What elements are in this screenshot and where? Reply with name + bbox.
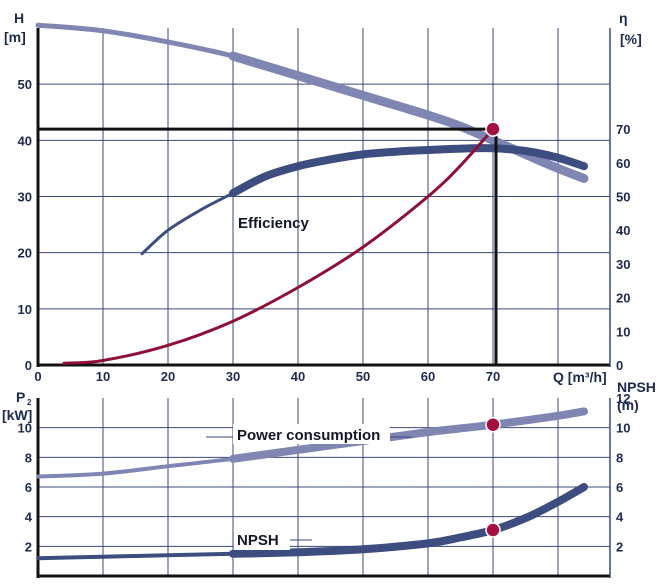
p2-tick-2: 2 — [25, 539, 32, 554]
power-label-bg — [233, 424, 390, 444]
duty-point-marker — [485, 121, 501, 137]
eta-tick-60: 60 — [616, 156, 630, 171]
tick-labels: 0 10 20 30 40 50 60 70 0 10 20 30 40 50 0 10 20 30 40 50 60 7… — [18, 77, 631, 554]
power-duty-marker — [485, 416, 501, 433]
npsh-axis-title: NPSH — [617, 379, 656, 395]
p2-tick-8: 8 — [25, 450, 32, 465]
duty-point-guides — [38, 127, 498, 365]
npsh-tick-6: 6 — [616, 480, 623, 495]
p2-axis-title: P — [16, 389, 25, 405]
efficiency-label: Efficiency — [238, 215, 310, 232]
p2-axis-subscript: 2 — [27, 398, 32, 407]
power-consumption-label: Power consumption — [237, 427, 380, 444]
npsh-tick-2: 2 — [616, 539, 623, 554]
p2-axis-unit: [kW] — [2, 407, 32, 423]
head-axis-title: H — [14, 10, 24, 26]
eta-tick-20: 20 — [616, 291, 630, 306]
eta-tick-40: 40 — [616, 223, 630, 238]
x-tick-0: 0 — [34, 369, 41, 384]
q-axis-title: Q [m³/h] — [553, 369, 607, 385]
duty-markers — [485, 121, 501, 538]
top-chart-grid — [38, 28, 610, 365]
eta-tick-10: 10 — [616, 324, 630, 339]
head-preferred-range — [228, 51, 589, 183]
npsh-preferred-range — [229, 483, 588, 558]
x-tick-40: 40 — [291, 369, 305, 384]
npsh-tick-12: 12 — [616, 391, 630, 406]
bottom-chart-grid — [38, 398, 610, 576]
efficiency-preferred-range — [229, 144, 588, 198]
npsh-label-group: NPSH — [234, 530, 312, 550]
x-tick-30: 30 — [226, 369, 240, 384]
npsh-duty-marker — [485, 522, 501, 538]
eta-tick-0: 0 — [616, 358, 623, 373]
x-tick-20: 20 — [161, 369, 175, 384]
h-tick-20: 20 — [18, 246, 32, 261]
npsh-label: NPSH — [237, 532, 279, 549]
h-tick-50: 50 — [18, 77, 32, 92]
h-tick-10: 10 — [18, 302, 32, 317]
eta-axis-title: η — [619, 10, 628, 26]
h-tick-0: 0 — [25, 358, 32, 373]
power-curve — [62, 127, 495, 365]
head-axis-unit: [m] — [4, 29, 26, 45]
head-curve — [35, 22, 587, 181]
x-tick-50: 50 — [356, 369, 370, 384]
npsh-axis-unit: (m) — [617, 397, 639, 413]
x-tick-10: 10 — [96, 369, 110, 384]
curves — [35, 22, 589, 561]
eta-tick-70: 70 — [616, 122, 630, 137]
eta-axis-unit: [%] — [620, 31, 642, 47]
p2-tick-4: 4 — [25, 510, 33, 525]
power-consumption-preferred-range — [229, 407, 588, 463]
h-tick-40: 40 — [18, 133, 32, 148]
npsh-tick-10: 10 — [616, 421, 630, 436]
eta-tick-30: 30 — [616, 257, 630, 272]
npsh-tick-8: 8 — [616, 450, 623, 465]
npsh-tick-4: 4 — [616, 510, 624, 525]
npsh-label-bg — [234, 530, 290, 550]
p2-tick-10: 10 — [18, 421, 32, 436]
x-tick-60: 60 — [421, 369, 435, 384]
eta-tick-50: 50 — [616, 190, 630, 205]
h-tick-30: 30 — [18, 190, 32, 205]
npsh-curve — [36, 485, 586, 561]
power-consumption-label-group: Power consumption — [206, 424, 412, 444]
x-tick-70: 70 — [486, 369, 500, 384]
axes — [36, 28, 611, 578]
p2-tick-6: 6 — [25, 480, 32, 495]
